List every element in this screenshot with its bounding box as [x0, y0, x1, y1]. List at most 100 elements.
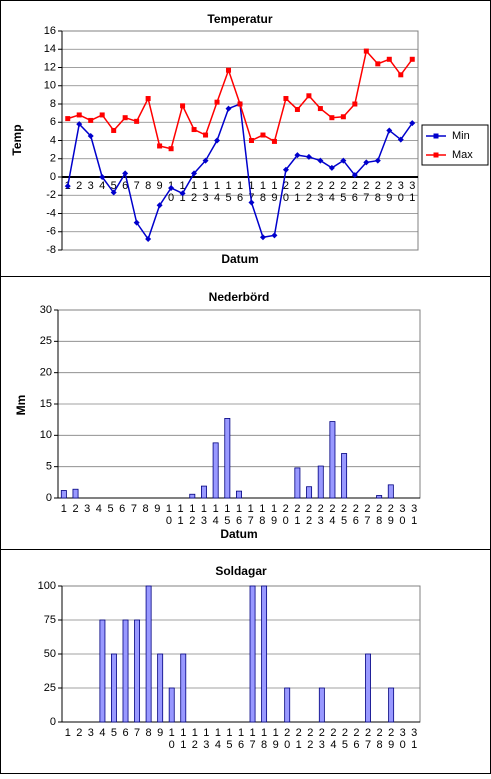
marker — [122, 115, 128, 121]
y-tick-label: -6 — [46, 226, 56, 238]
marker — [168, 146, 174, 152]
marker — [340, 114, 346, 120]
marker — [134, 118, 140, 124]
x-tick-label: 3 — [88, 727, 94, 739]
marker — [157, 143, 163, 149]
bar — [200, 485, 207, 499]
legend-marker — [433, 133, 439, 139]
marker — [87, 132, 94, 139]
marker — [248, 138, 254, 143]
marker — [156, 202, 163, 209]
marker — [145, 236, 152, 243]
bar — [318, 687, 325, 723]
bar — [99, 619, 106, 723]
x-tick-label: 7 — [134, 180, 140, 192]
legend-marker — [433, 152, 439, 158]
marker — [352, 101, 358, 107]
bar — [145, 585, 152, 723]
x-tick-label: 7 — [131, 503, 137, 515]
legend-box — [421, 124, 489, 166]
bar — [168, 687, 175, 723]
y-tick-label: -2 — [46, 189, 56, 201]
y-tick-label: 50 — [44, 648, 56, 660]
bar — [249, 585, 256, 723]
marker — [317, 106, 323, 112]
x-tick-label: 3 — [88, 180, 94, 192]
marker — [110, 189, 117, 196]
y-tick-label: 20 — [40, 367, 52, 379]
x-tick-label: 7 — [134, 727, 140, 739]
marker — [306, 93, 312, 99]
marker — [271, 138, 277, 144]
marker — [397, 136, 404, 143]
legend-label: Max — [452, 149, 473, 161]
bar — [157, 653, 164, 723]
x-tick-label: 9 — [157, 727, 163, 739]
y-tick-label: 2 — [50, 153, 56, 165]
bar — [341, 453, 348, 499]
bar — [236, 490, 242, 499]
x-tick-label: 5 — [111, 727, 117, 739]
y-tick-label: -4 — [46, 207, 56, 219]
y-tick-label: 10 — [40, 429, 52, 441]
marker — [283, 96, 289, 102]
marker — [329, 115, 335, 121]
y-axis-label: Temp — [10, 124, 24, 155]
bar — [189, 493, 196, 499]
x-tick-label: 6 — [119, 503, 125, 515]
y-tick-label: 0 — [50, 716, 56, 728]
y-tick-label: 0 — [50, 171, 56, 183]
x-tick-label: 4 — [96, 503, 102, 515]
marker — [305, 153, 312, 160]
bar — [72, 488, 79, 499]
marker — [271, 232, 278, 239]
y-tick-label: 16 — [44, 25, 56, 37]
marker — [122, 170, 129, 177]
marker — [202, 157, 209, 164]
marker — [65, 116, 71, 122]
x-tick-label: 9 — [157, 180, 163, 192]
x-tick-label: 2 — [76, 180, 82, 192]
x-tick-label: 4 — [99, 727, 105, 739]
bar — [111, 653, 117, 723]
bar — [134, 619, 141, 723]
x-tick-label: 8 — [145, 180, 151, 192]
bar — [317, 465, 324, 499]
bar — [224, 418, 231, 499]
chart-title: Soldagar — [215, 564, 267, 578]
bar — [387, 484, 394, 499]
y-tick-label: 10 — [44, 80, 56, 92]
marker — [351, 172, 358, 179]
bar — [122, 619, 129, 723]
